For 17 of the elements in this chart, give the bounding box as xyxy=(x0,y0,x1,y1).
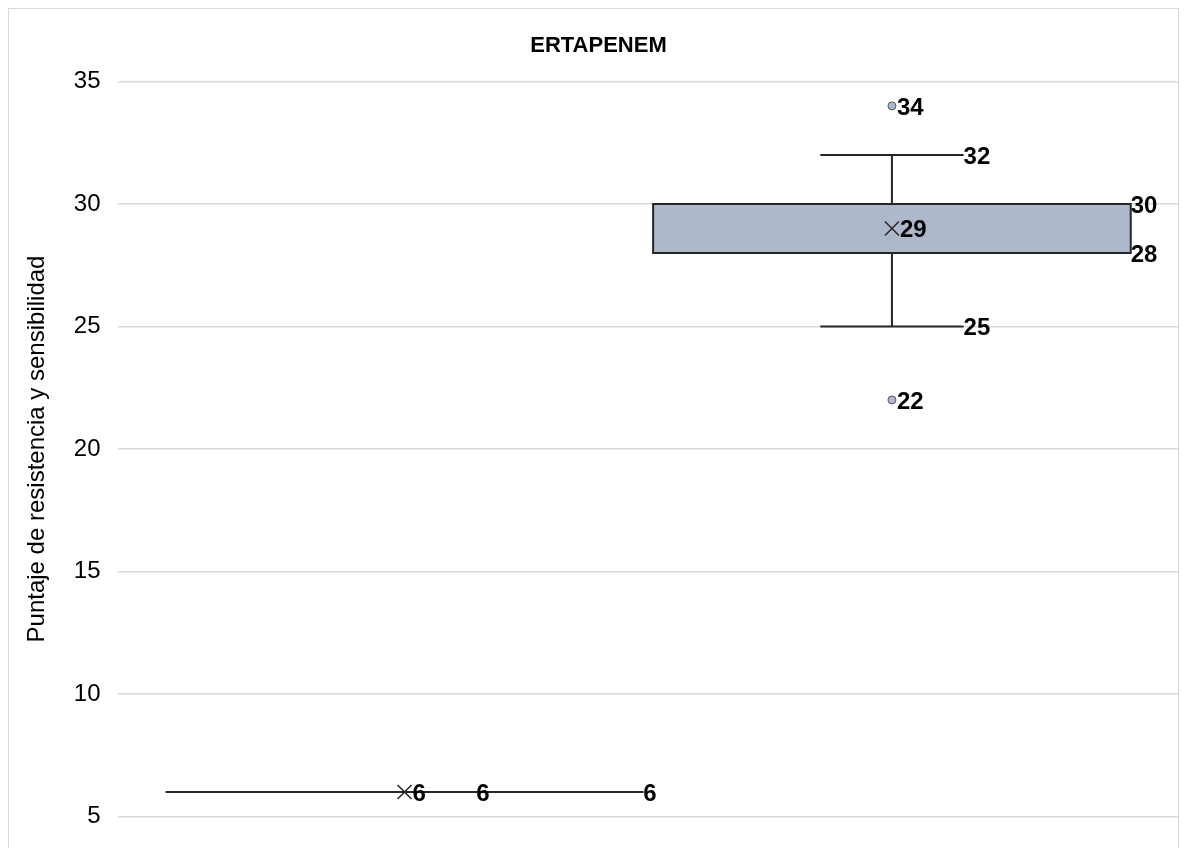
annotation: 6 xyxy=(643,778,657,806)
annotation: 32 xyxy=(963,141,991,169)
y-tick-label: 5 xyxy=(87,801,101,829)
annotation: 22 xyxy=(896,386,924,414)
annotation: 25 xyxy=(963,313,991,341)
y-tick-label: 35 xyxy=(73,66,101,94)
chart-title: ERTAPENEM xyxy=(530,32,667,58)
annotation: 34 xyxy=(896,92,925,120)
y-tick-label: 25 xyxy=(73,311,101,339)
y-tick-label: 20 xyxy=(73,433,101,461)
y-tick-label: 10 xyxy=(73,678,101,706)
y-axis-title: Puntaje de resistencia y sensibilidad xyxy=(22,255,50,643)
annotation: 28 xyxy=(1130,239,1158,267)
annotation: 30 xyxy=(1130,190,1158,218)
y-tick-label: 30 xyxy=(73,188,101,216)
y-tick-label: 15 xyxy=(73,556,101,584)
annotation: 29 xyxy=(899,215,927,243)
